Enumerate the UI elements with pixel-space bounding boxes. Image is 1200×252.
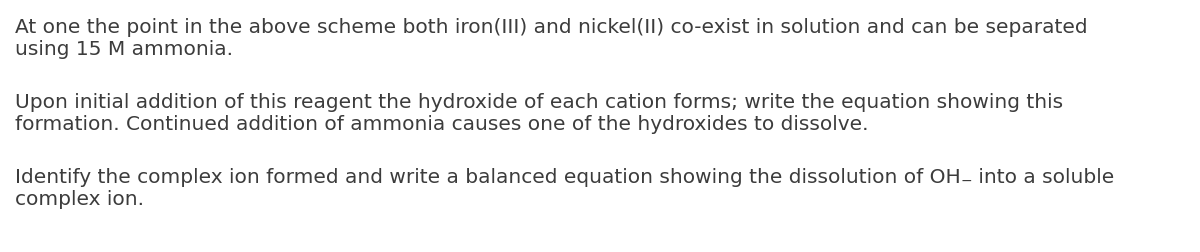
Text: into a soluble: into a soluble: [972, 167, 1115, 186]
Text: Identify the complex ion formed and write a balanced equation showing the dissol: Identify the complex ion formed and writ…: [14, 167, 961, 186]
Text: using 15 M ammonia.: using 15 M ammonia.: [14, 40, 233, 59]
Text: −: −: [961, 173, 972, 187]
Text: formation. Continued addition of ammonia causes one of the hydroxides to dissolv: formation. Continued addition of ammonia…: [14, 115, 869, 134]
Text: Upon initial addition of this reagent the hydroxide of each cation forms; write : Upon initial addition of this reagent th…: [14, 93, 1063, 112]
Text: At one the point in the above scheme both iron(III) and nickel(II) co-exist in s: At one the point in the above scheme bot…: [14, 18, 1087, 37]
Text: complex ion.: complex ion.: [14, 189, 144, 208]
